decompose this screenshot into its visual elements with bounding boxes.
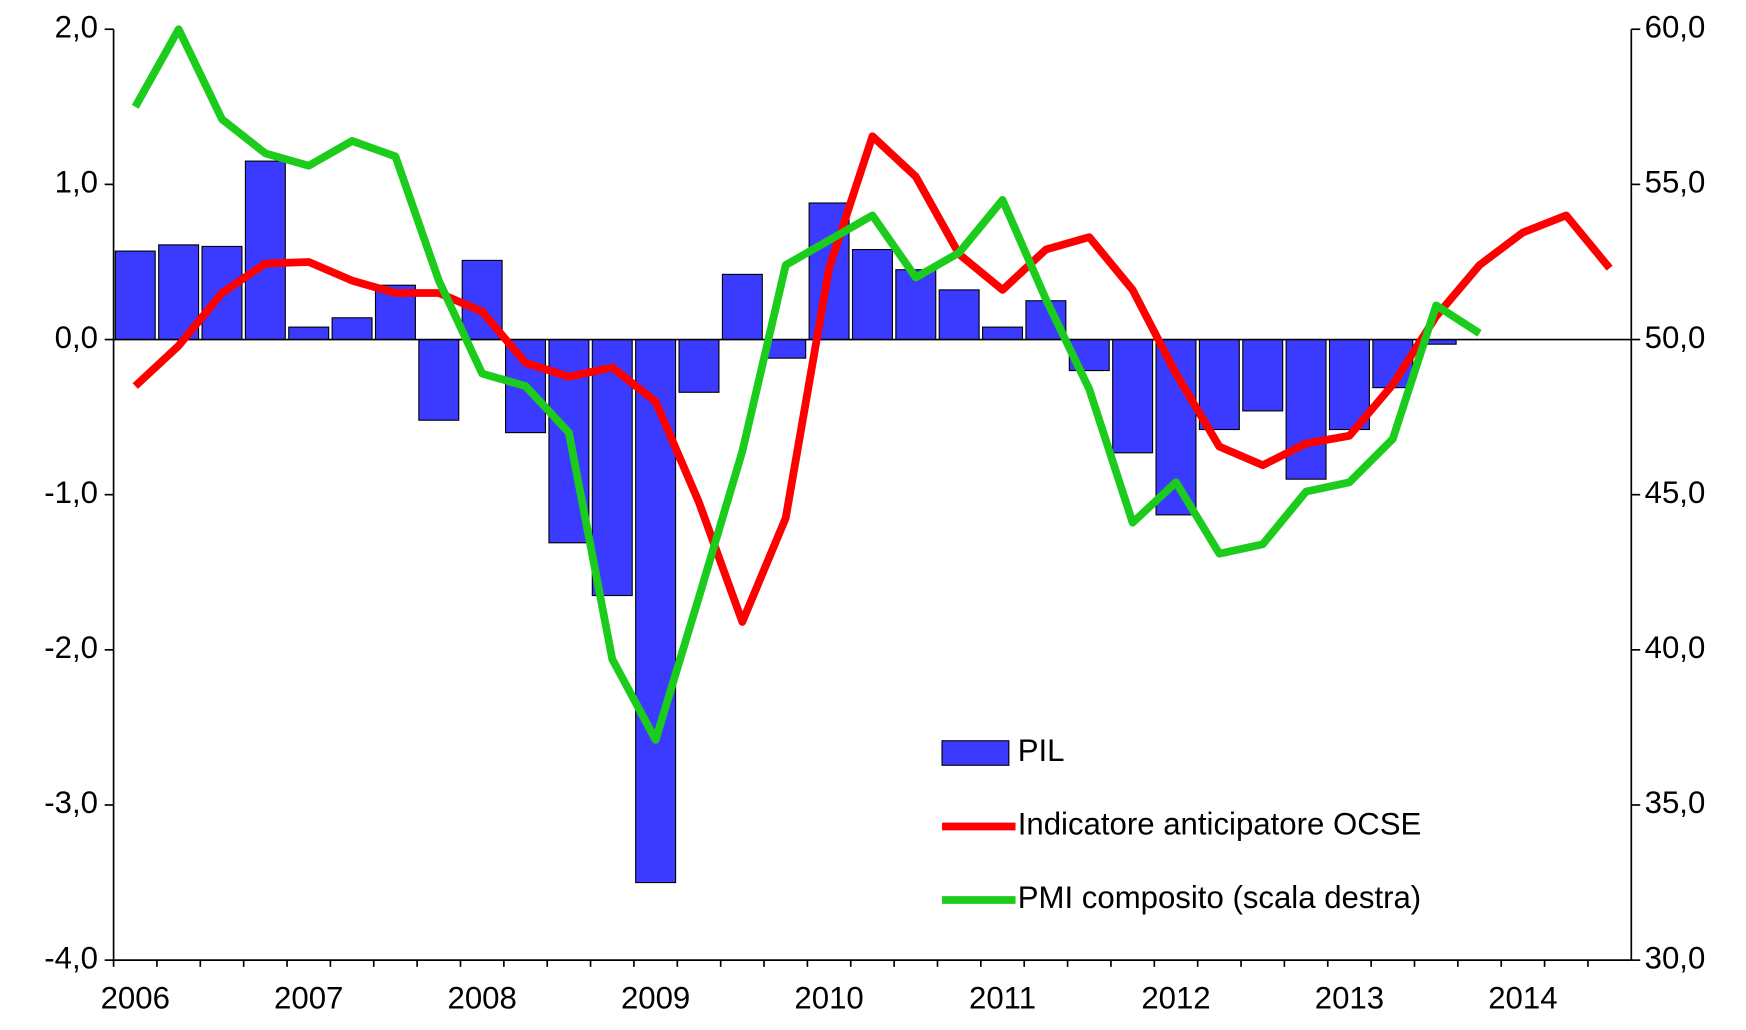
bar: [721, 273, 763, 341]
y2-tick-label: 40,0: [1645, 630, 1706, 665]
bar: [1242, 338, 1284, 412]
legend-label: PMI composito (scala destra): [1018, 880, 1421, 915]
x-tick-label: 2014: [1488, 980, 1557, 1015]
y-tick-label: 2,0: [55, 9, 98, 44]
legend-label: Indicatore anticipatore OCSE: [1018, 807, 1422, 842]
bar: [114, 250, 156, 341]
bar: [765, 338, 807, 359]
y2-tick-label: 30,0: [1645, 940, 1706, 975]
x-tick-label: 2012: [1141, 980, 1210, 1015]
y2-tick-label: 45,0: [1645, 475, 1706, 510]
bar: [1328, 338, 1370, 431]
bar: [288, 326, 330, 341]
x-tick-label: 2013: [1315, 980, 1384, 1015]
bar: [331, 317, 373, 341]
bar: [982, 326, 1024, 341]
bar: [1198, 338, 1240, 431]
bar: [851, 248, 893, 341]
x-tick-label: 2006: [101, 980, 170, 1015]
x-tick-label: 2009: [621, 980, 690, 1015]
x-tick-label: 2011: [969, 980, 1036, 1015]
x-tick-label: 2007: [274, 980, 343, 1015]
legend-label: PIL: [1018, 733, 1065, 768]
legend-swatch: [941, 740, 1010, 766]
y-tick-label: -3,0: [44, 785, 98, 820]
x-tick-label: 2010: [794, 980, 863, 1015]
bar: [1112, 338, 1154, 454]
bar: [938, 289, 980, 341]
y2-tick-label: 60,0: [1645, 9, 1706, 44]
y-tick-label: 1,0: [55, 165, 98, 200]
y-tick-label: -1,0: [44, 475, 98, 510]
bar: [418, 338, 460, 421]
line: [131, 25, 1482, 744]
y-tick-label: -4,0: [44, 940, 98, 975]
bar: [244, 160, 286, 341]
y-tick-label: -2,0: [44, 630, 98, 665]
line: [132, 132, 1613, 626]
bar: [1285, 338, 1327, 480]
x-tick-label: 2008: [448, 980, 517, 1015]
y2-tick-label: 55,0: [1645, 165, 1706, 200]
bar: [201, 245, 243, 341]
y-tick-label: 0,0: [55, 320, 98, 355]
y2-tick-label: 35,0: [1645, 785, 1706, 820]
bar: [635, 338, 677, 884]
y2-tick-label: 50,0: [1645, 320, 1706, 355]
bar: [678, 338, 720, 393]
